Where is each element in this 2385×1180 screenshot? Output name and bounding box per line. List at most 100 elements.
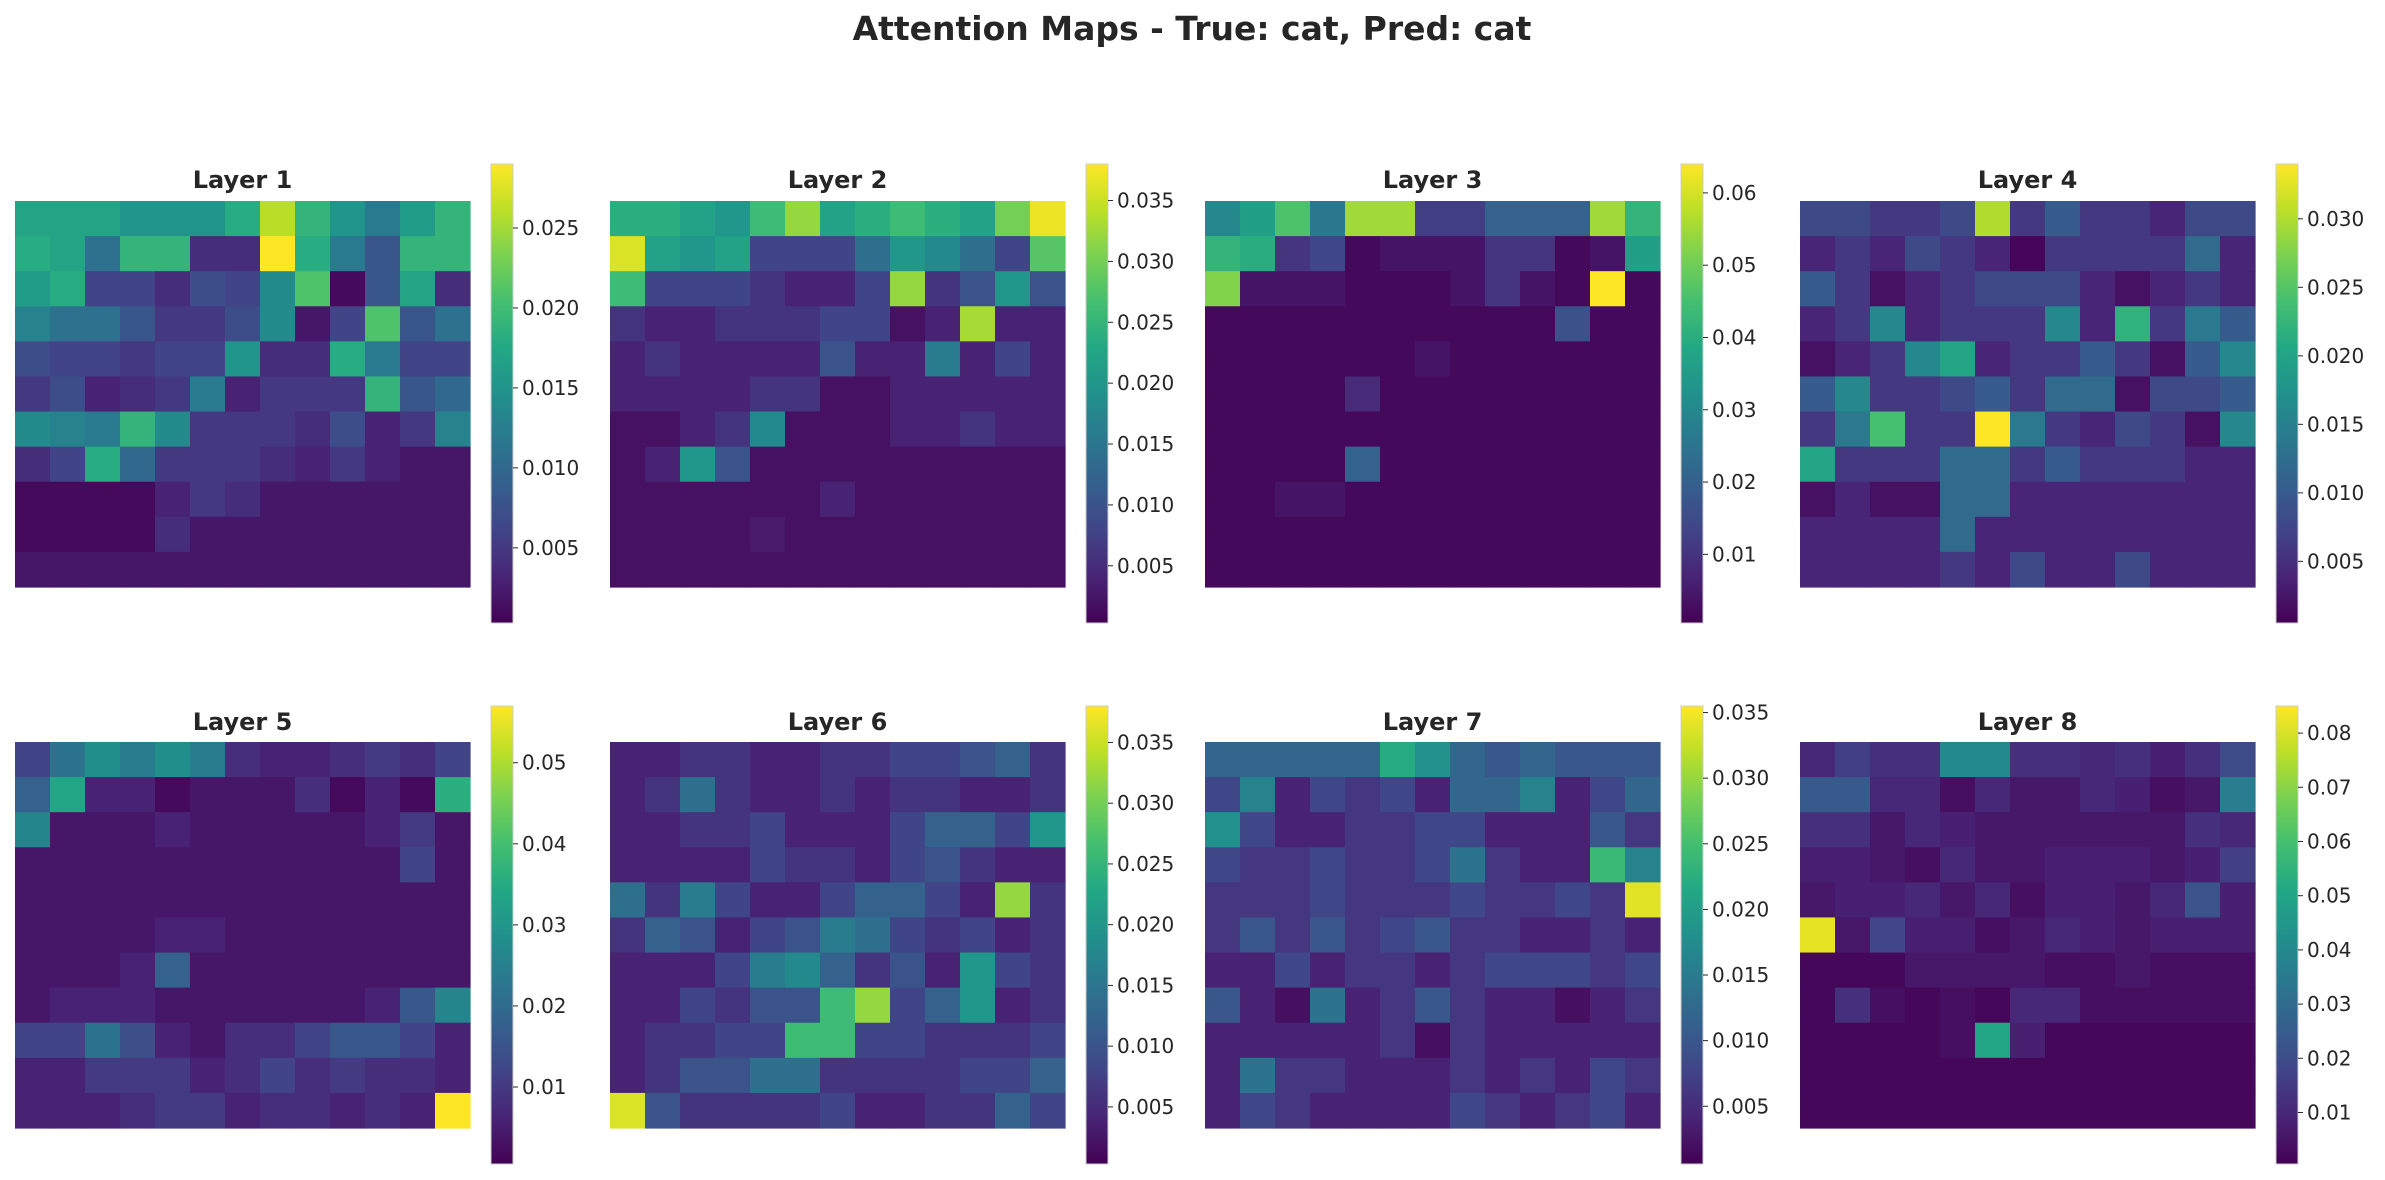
heatmap-cell <box>1905 882 1941 919</box>
heatmap-cell <box>855 1057 891 1094</box>
heatmap-cell <box>1415 1092 1451 1129</box>
heatmap-cell <box>225 917 261 954</box>
heatmap-cell <box>2185 201 2221 237</box>
heatmap-cell <box>610 271 646 307</box>
heatmap-cell <box>2150 1092 2186 1129</box>
heatmap-cell <box>155 1022 191 1059</box>
heatmap-cell <box>750 812 786 848</box>
heatmap-cell <box>1275 777 1311 813</box>
heatmap-cell <box>190 236 226 272</box>
heatmap-cell <box>1030 481 1066 518</box>
heatmap-cell <box>1415 1057 1451 1094</box>
heatmap-cell <box>330 306 366 342</box>
heatmap-cell <box>1975 306 2011 342</box>
heatmap-cell <box>960 306 996 342</box>
heatmap-cell <box>1835 236 1871 272</box>
heatmap-cell <box>1590 376 1626 413</box>
heatmap-cell <box>1800 516 1836 553</box>
heatmap-cell <box>2010 1092 2046 1129</box>
heatmap-cell <box>1240 812 1276 848</box>
heatmap-cell <box>2185 777 2221 813</box>
heatmap-cell <box>365 306 401 342</box>
heatmap-cell <box>2080 376 2116 413</box>
heatmap-cell <box>925 271 961 307</box>
colorbar <box>1680 163 1704 624</box>
heatmap-cell <box>1590 446 1626 483</box>
heatmap-cell <box>2080 236 2116 272</box>
heatmap-cell <box>1380 847 1416 883</box>
heatmap-cell <box>925 1057 961 1094</box>
heatmap-cell <box>1905 341 1941 378</box>
heatmap-cell <box>2115 847 2151 883</box>
heatmap-cell <box>2185 516 2221 553</box>
heatmap-cell <box>1030 812 1066 848</box>
heatmap-cell <box>715 271 751 307</box>
heatmap-cell <box>1485 306 1521 342</box>
heatmap-cell <box>925 481 961 518</box>
heatmap-cell <box>1310 777 1346 813</box>
heatmap-panel-4: Layer 4 0.005 0.010 0.015 0.020 0.025 0.030 <box>1800 163 2364 624</box>
heatmap-cell <box>400 812 436 848</box>
heatmap-cell <box>1975 777 2011 813</box>
heatmap-panel-6: Layer 6 0.005 0.010 0.015 0.020 0.025 0.030 0.0… <box>610 705 1174 1165</box>
heatmap-cell <box>1870 777 1906 813</box>
heatmap-cell <box>2080 742 2116 778</box>
heatmap-cell <box>2185 446 2221 483</box>
heatmap-cell <box>1415 1022 1451 1059</box>
heatmap-cell <box>1625 411 1661 448</box>
colorbar-tick-label: 0.005 <box>1117 1095 1174 1119</box>
heatmap-cell <box>85 236 121 272</box>
heatmap-cell <box>1800 411 1836 448</box>
heatmap-panel-7: Layer 7 0.005 0.010 0.015 0.020 0.025 0.030 0.0… <box>1205 701 1769 1165</box>
heatmap-cell <box>1450 236 1486 272</box>
heatmap-cell <box>2150 341 2186 378</box>
heatmap-cell <box>855 551 891 588</box>
heatmap-cell <box>120 917 156 954</box>
heatmap-cell <box>1275 516 1311 553</box>
heatmap-cell <box>1835 551 1871 588</box>
heatmap-cell <box>400 341 436 378</box>
heatmap-cell <box>2080 1022 2116 1059</box>
heatmap-cell <box>155 306 191 342</box>
heatmap-cell <box>680 1092 716 1129</box>
heatmap-cell <box>1625 812 1661 848</box>
heatmap-cell <box>785 271 821 307</box>
heatmap-cell <box>2010 847 2046 883</box>
heatmap-cell <box>715 481 751 518</box>
heatmap-cell <box>1415 952 1451 989</box>
heatmap-panel-8: Layer 8 0.01 0.02 0.03 0.04 0.05 0.06 0.07 0.08 <box>1800 705 2352 1165</box>
heatmap-cell <box>2010 917 2046 954</box>
heatmap-cell <box>225 882 261 919</box>
heatmap-cell <box>995 446 1031 483</box>
heatmap-cell <box>995 236 1031 272</box>
heatmap-cell <box>680 882 716 919</box>
heatmap-cell <box>2010 777 2046 813</box>
heatmap-cell <box>2010 306 2046 342</box>
heatmap-cell <box>1415 777 1451 813</box>
heatmap-cell <box>2080 446 2116 483</box>
heatmap-cell <box>190 551 226 588</box>
heatmap-cell <box>1590 882 1626 919</box>
heatmap-cell <box>1835 1057 1871 1094</box>
heatmap-cell <box>2115 481 2151 518</box>
heatmap-cell <box>435 411 471 448</box>
heatmap-cell <box>50 306 86 342</box>
heatmap-cell <box>645 236 681 272</box>
heatmap-cell <box>2220 952 2256 989</box>
heatmap-cell <box>2150 882 2186 919</box>
heatmap-cell <box>680 917 716 954</box>
heatmap-cell <box>120 236 156 272</box>
heatmap-cell <box>785 812 821 848</box>
heatmap-cell <box>155 987 191 1024</box>
heatmap-cell <box>1555 742 1591 778</box>
heatmap-cell <box>995 516 1031 553</box>
heatmap-cell <box>2115 516 2151 553</box>
heatmap-cell <box>1555 376 1591 413</box>
heatmap-cell <box>960 411 996 448</box>
heatmap-cell <box>2045 917 2081 954</box>
heatmap-cell <box>2220 551 2256 588</box>
heatmap-cell <box>120 987 156 1024</box>
heatmap-cell <box>295 1057 331 1094</box>
heatmap-cell <box>2220 812 2256 848</box>
heatmap-cell <box>2045 847 2081 883</box>
